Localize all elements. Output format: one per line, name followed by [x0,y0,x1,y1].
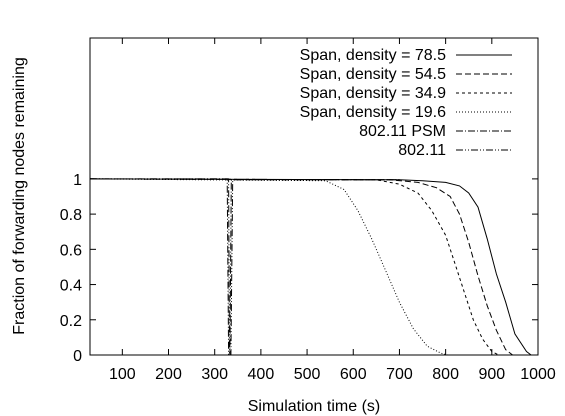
x-tick-label: 700 [386,366,413,383]
series-line [90,178,400,356]
y-axis-ticks: 0 0.2 0.4 0.6 0.8 1 [60,172,538,365]
legend-label: Span, density = 34.9 [300,85,446,102]
y-tick-label: 0.6 [60,242,82,259]
legend-label: 802.11 [398,142,446,159]
plot-frame [89,37,539,356]
x-tick-label: 500 [294,366,321,383]
x-tick-label: 200 [155,366,182,383]
series-line [89,178,499,356]
x-tick-label: 300 [201,366,228,383]
series-line [89,178,449,356]
series-line [89,178,532,356]
x-tick-label: 800 [432,366,459,383]
x-tick-label: 600 [340,366,367,383]
y-tick-label: 0.2 [60,313,82,330]
y-tick-label: 0.4 [60,278,82,295]
x-tick-label: 1000 [520,366,556,383]
series-line [90,178,400,356]
legend: Span, density = 78.5 Span, density = 54.5… [300,47,512,159]
legend-label: Span, density = 54.5 [300,66,446,83]
y-tick-label: 1 [73,172,82,189]
x-axis-ticks: 100 200 300 400 500 600 700 800 900 1000 [109,38,556,383]
series-line [89,178,513,356]
x-tick-label: 900 [478,366,505,383]
legend-label: 802.11 PSM [359,123,446,140]
y-tick-label: 0 [73,348,82,365]
legend-label: Span, density = 19.6 [300,104,446,121]
legend-label: Span, density = 78.5 [300,47,446,64]
series-layer [89,178,532,356]
x-tick-label: 400 [248,366,275,383]
y-axis-label: Fraction of forwarding nodes remaining [11,57,28,334]
x-tick-label: 100 [109,366,136,383]
x-axis-label: Simulation time (s) [248,398,380,415]
y-tick-label: 0.8 [60,207,82,224]
